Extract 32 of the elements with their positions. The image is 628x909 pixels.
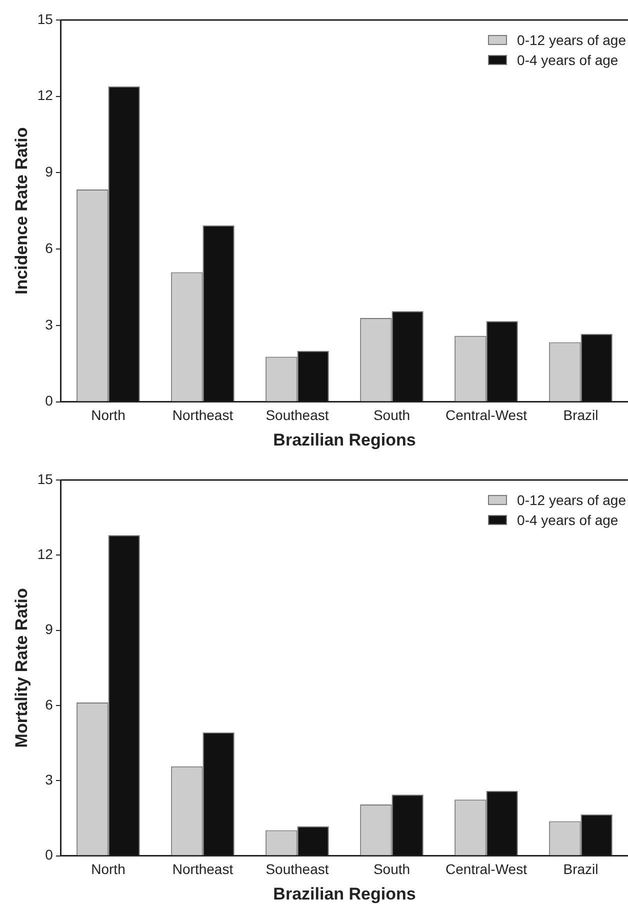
y-tick-label: 3: [45, 772, 54, 788]
x-tick-label: Northeast: [172, 407, 234, 424]
y-tick-label: 3: [45, 316, 54, 332]
y-tick-label: 15: [37, 470, 54, 487]
x-tick-label: Brazil: [563, 861, 598, 878]
y-tick-label: 12: [37, 87, 54, 104]
x-tick-label: North: [91, 407, 126, 424]
y-tick-label: 6: [45, 240, 54, 256]
x-tick-label: Brazil: [563, 407, 598, 424]
x-tick-label: Central-West: [446, 861, 528, 878]
y-axis-title: Mortality Rate Ratio: [12, 588, 31, 748]
y-tick-label: 9: [45, 164, 54, 180]
y-tick-label: 9: [45, 621, 54, 638]
legend-label: 0-12 years of age: [517, 32, 626, 48]
x-tick-label: Southeast: [266, 861, 329, 878]
y-axis-title: Incidence Rate Ratio: [12, 127, 31, 295]
x-tick-label: Northeast: [172, 861, 234, 878]
y-tick-label: 12: [37, 546, 54, 562]
x-axis-title: Brazilian Regions: [273, 430, 416, 450]
legend-label: 0-12 years of age: [517, 492, 626, 508]
y-tick-label: 0: [45, 392, 54, 409]
y-tick-label: 0: [45, 846, 54, 863]
x-tick-label: Central-West: [446, 407, 528, 424]
y-tick-label: 15: [37, 10, 54, 27]
x-tick-label: Southeast: [266, 407, 329, 424]
legend-label: 0-4 years of age: [517, 52, 618, 68]
y-tick-label: 6: [45, 696, 54, 712]
x-axis-title: Brazilian Regions: [273, 884, 416, 904]
x-tick-label: South: [373, 861, 410, 878]
legend-label: 0-4 years of age: [517, 512, 618, 528]
x-tick-label: North: [91, 861, 126, 878]
x-tick-label: South: [373, 407, 410, 424]
